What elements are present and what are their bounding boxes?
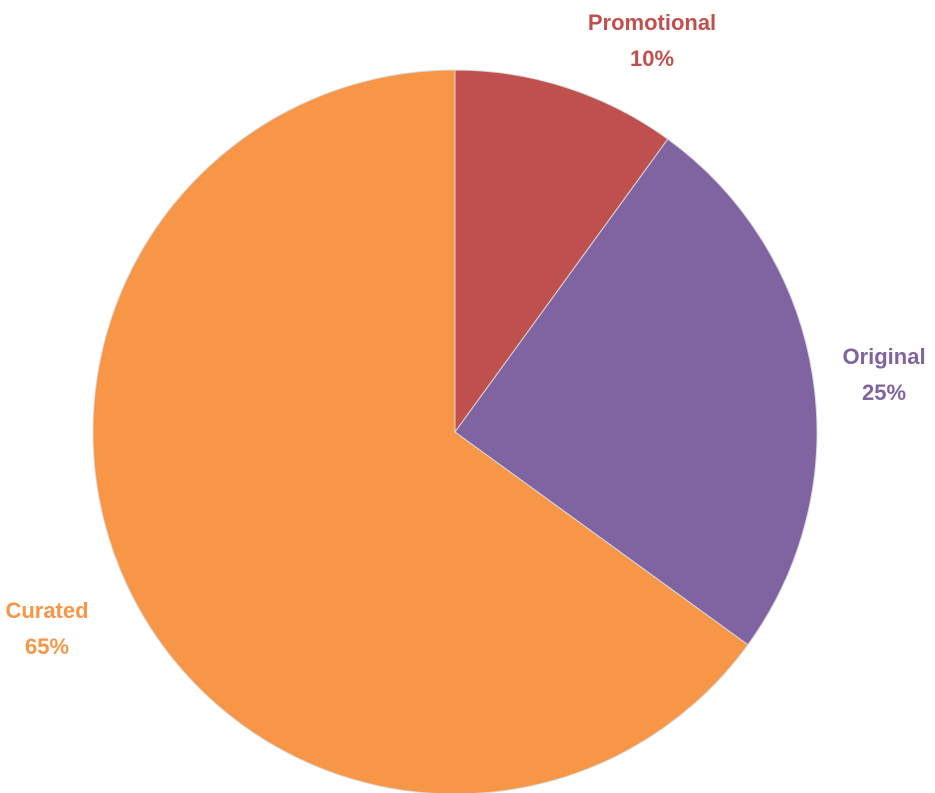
pie-slices — [92, 69, 818, 793]
slice-label-original: Original — [842, 344, 925, 369]
pie-slice-original — [454, 138, 818, 646]
slice-value-promotional: 10% — [630, 46, 674, 71]
pie-labels: Promotional 10% Original 25% Curated 65% — [5, 10, 925, 659]
pie-slice-promotional — [454, 69, 669, 434]
slice-value-curated: 65% — [25, 634, 69, 659]
slice-label-promotional: Promotional — [588, 10, 716, 35]
pie-slice-curated — [92, 69, 749, 793]
slice-label-curated: Curated — [5, 598, 88, 623]
slice-value-original: 25% — [862, 380, 906, 405]
